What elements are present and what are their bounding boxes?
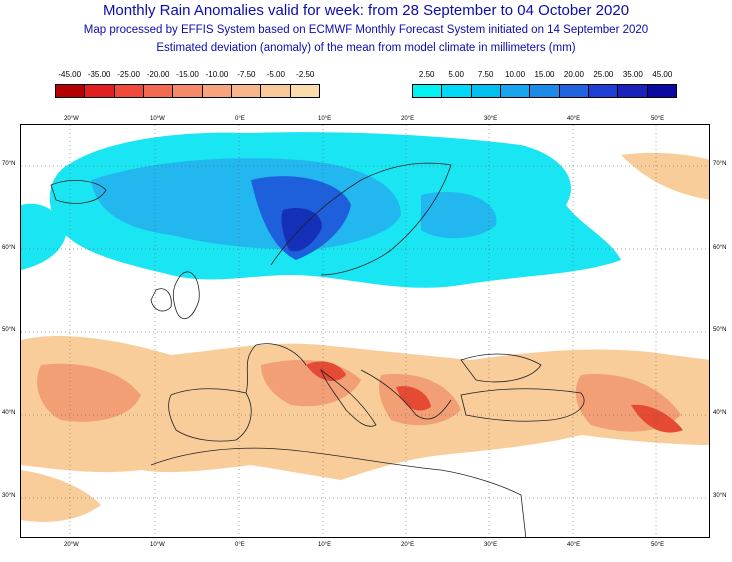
legend-swatch (588, 85, 619, 97)
legend-swatch (500, 85, 531, 97)
legend-label: 15.00 (534, 70, 555, 79)
legend-swatch (231, 85, 262, 97)
coastline-italy (320, 368, 377, 427)
legend-label: 5.00 (448, 70, 464, 79)
page-description: Estimated deviation (anomaly) of the mea… (156, 42, 576, 54)
dry-region-light (21, 336, 709, 480)
lat-label-left: 30°N (2, 493, 16, 499)
legend-positive-bar (412, 84, 677, 98)
legend-label: -5.00 (266, 70, 285, 79)
lat-label-right: 40°N (713, 410, 727, 416)
lon-label-bottom: 50°E (651, 542, 665, 548)
page-subtitle: Map processed by EFFIS System based on E… (83, 24, 649, 36)
dry-region-mid (37, 363, 141, 422)
legend-label: 20.00 (563, 70, 584, 79)
legend-label: 25.00 (593, 70, 614, 79)
legend-negative-labels: -45.00 -35.00 -25.00 -20.00 -15.00 -10.00 -7.5… (55, 70, 320, 84)
lat-label-right: 50°N (713, 327, 727, 333)
lon-label-top: 20°W (64, 116, 79, 122)
lat-label-right: 60°N (713, 245, 727, 251)
legend-negative-bar (55, 84, 320, 98)
lon-label-bottom: 10°E (318, 542, 332, 548)
wet-region-deep (281, 207, 322, 252)
legend-label: 45.00 (652, 70, 673, 79)
dry-region-light (21, 470, 101, 522)
legend-swatch (85, 85, 115, 97)
legend-negative: -45.00 -35.00 -25.00 -20.00 -15.00 -10.00 -7.5… (55, 70, 320, 102)
legend-label: 10.00 (505, 70, 526, 79)
lon-label-top: 10°E (318, 116, 332, 122)
legend-label: -2.50 (296, 70, 315, 79)
lon-label-top: 50°E (651, 116, 665, 122)
graticule-layer (21, 125, 709, 537)
legend-label: -35.00 (87, 70, 111, 79)
lon-label-bottom: 20°E (401, 542, 415, 548)
page-title: Monthly Rain Anomalies valid for week: f… (102, 2, 630, 19)
coastline-nile (520, 494, 527, 537)
lon-label-top: 0°E (235, 116, 245, 122)
coastline-iceland (50, 180, 107, 204)
dry-region-strong (631, 404, 683, 433)
legend-swatch (471, 85, 501, 97)
lon-label-bottom: 30°E (484, 542, 498, 548)
legend-label: -45.00 (58, 70, 82, 79)
legend-label: 7.50 (477, 70, 494, 79)
lat-label-left: 60°N (2, 245, 16, 251)
dry-region-light (621, 152, 709, 200)
legend-swatch (261, 85, 291, 97)
coastline-layer (50, 162, 585, 537)
coastline-turkey (460, 388, 585, 422)
lon-label-bottom: 0°E (235, 542, 245, 548)
lat-label-left: 50°N (2, 327, 16, 333)
lon-label-top: 20°E (401, 116, 415, 122)
lon-label-top: 10°W (150, 116, 165, 122)
legend-swatch (559, 85, 589, 97)
legend-label: -10.00 (205, 70, 229, 79)
legend-swatch (647, 85, 676, 97)
legend-label: -25.00 (117, 70, 140, 79)
legend-swatch (173, 85, 203, 97)
lat-label-left: 70°N (2, 161, 16, 167)
lon-label-bottom: 40°E (567, 542, 581, 548)
coastline-north-africa (150, 447, 522, 496)
dry-anomaly-layer (21, 152, 709, 522)
coastline-iberia (168, 388, 252, 442)
lon-label-bottom: 20°W (64, 542, 79, 548)
legend-swatch (442, 85, 472, 97)
wet-region-mid (421, 191, 497, 239)
anomaly-map (21, 125, 709, 537)
coastline-france (245, 343, 307, 394)
legend-swatch (56, 85, 86, 97)
legend-swatch (290, 85, 319, 97)
lon-label-top: 40°E (567, 116, 581, 122)
legend-positive-labels: 2.50 5.00 7.50 10.00 15.00 20.00 25.00 35.00 45.… (412, 70, 677, 84)
legend-swatch (202, 85, 232, 97)
coastline-ireland (150, 288, 172, 312)
legend-swatch (143, 85, 174, 97)
lon-label-bottom: 10°W (150, 542, 165, 548)
coastline-uk (172, 271, 200, 320)
legend-swatch (114, 85, 144, 97)
coastline-black-sea (460, 353, 542, 383)
coastline-balkans (360, 369, 452, 420)
lon-label-top: 30°E (484, 116, 498, 122)
coastline-scandinavia (270, 162, 452, 276)
map-frame (20, 124, 710, 538)
legend-label: -20.00 (146, 70, 170, 79)
legend-swatch (530, 85, 560, 97)
legend-label: -7.50 (237, 70, 256, 79)
legend-label: -15.00 (176, 70, 199, 79)
legend-swatch (618, 85, 648, 97)
legend-label: 2.50 (418, 70, 435, 79)
dry-region-strong (396, 386, 431, 411)
legend-positive: 2.50 5.00 7.50 10.00 15.00 20.00 25.00 35.00 45.… (412, 70, 677, 102)
dry-region-strong (306, 361, 346, 381)
wet-region-light (21, 203, 66, 270)
lat-label-right: 30°N (713, 493, 727, 499)
legend-swatch (413, 85, 443, 97)
lat-label-left: 40°N (2, 410, 16, 416)
legend-label: 35.00 (622, 70, 643, 79)
lat-label-right: 70°N (713, 161, 727, 167)
